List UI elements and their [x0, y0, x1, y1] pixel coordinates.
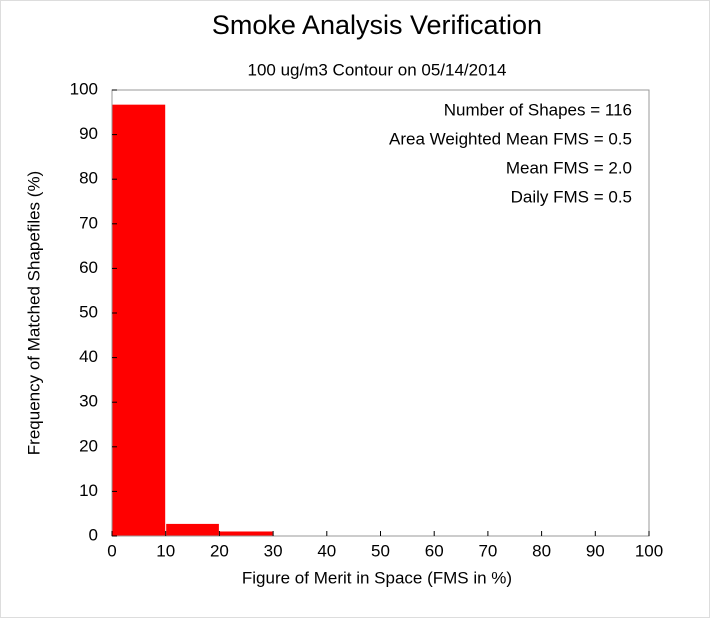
x-tick-label: 40	[317, 541, 336, 560]
x-tick-label: 70	[478, 541, 497, 560]
y-axis-label: Frequency of Matched Shapefiles (%)	[24, 171, 43, 455]
x-tick-label: 30	[264, 541, 283, 560]
y-tick-label: 80	[79, 169, 98, 188]
x-tick-label: 60	[425, 541, 444, 560]
x-tick-label: 100	[635, 541, 663, 560]
chart-title: Smoke Analysis Verification	[212, 10, 542, 40]
annotation: Area Weighted Mean FMS = 0.5	[389, 129, 632, 148]
x-tick-label: 80	[532, 541, 551, 560]
bar	[219, 531, 273, 537]
y-tick-label: 0	[89, 525, 98, 544]
bar	[112, 104, 166, 537]
y-tick-label: 40	[79, 347, 98, 366]
y-tick-label: 60	[79, 258, 98, 277]
chart-subtitle: 100 ug/m3 Contour on 05/14/2014	[248, 60, 507, 79]
annotation: Mean FMS = 2.0	[506, 158, 632, 177]
x-axis-label: Figure of Merit in Space (FMS in %)	[242, 568, 512, 587]
annotation: Number of Shapes = 116	[444, 100, 632, 119]
bar	[166, 523, 219, 537]
y-tick-label: 90	[79, 124, 98, 143]
y-tick-label: 10	[79, 481, 98, 500]
y-tick-label: 20	[79, 436, 98, 455]
y-tick-label: 100	[70, 79, 98, 98]
y-tick-label: 30	[79, 392, 98, 411]
x-tick-label: 10	[156, 541, 175, 560]
annotation: Daily FMS = 0.5	[511, 187, 632, 206]
x-tick-label: 50	[371, 541, 390, 560]
x-tick-label: 90	[586, 541, 605, 560]
y-tick-label: 70	[79, 213, 98, 232]
x-tick-label: 0	[107, 541, 116, 560]
y-tick-label: 50	[79, 302, 98, 321]
x-tick-label: 20	[210, 541, 229, 560]
